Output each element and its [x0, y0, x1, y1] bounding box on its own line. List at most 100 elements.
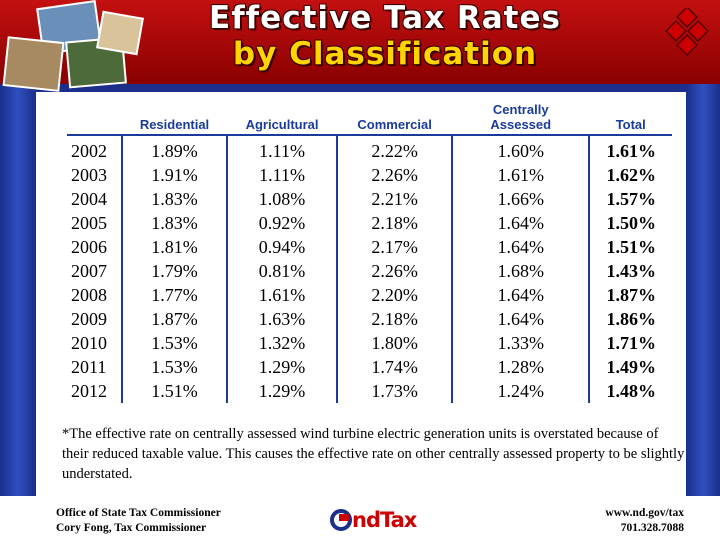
table-row: 2010 1.53% 1.32% 1.80% 1.33% 1.71%	[67, 331, 672, 355]
rate-cell: 1.61%	[450, 163, 590, 187]
rate-cell: 1.87%	[588, 283, 672, 307]
rate-cell: 0.92%	[225, 211, 338, 235]
rate-cell: 1.51%	[588, 235, 672, 259]
rate-cell: 1.49%	[588, 355, 672, 379]
rate-cell: 1.73%	[336, 379, 452, 403]
rate-cell: 1.43%	[588, 259, 672, 283]
column-header: Commercial	[337, 96, 452, 136]
footnote: *The effective rate on centrally assesse…	[62, 426, 685, 482]
rate-cell: 1.64%	[450, 235, 590, 259]
table-row: 2007 1.79% 0.81% 2.26% 1.68% 1.43%	[67, 259, 672, 283]
header-stripe	[0, 84, 720, 92]
rate-cell: 1.87%	[121, 307, 227, 331]
table-row: 2002 1.89% 1.11% 2.22% 1.60% 1.61%	[67, 135, 672, 163]
left-band	[0, 84, 36, 496]
rate-cell: 1.57%	[588, 187, 672, 211]
rate-cell: 1.29%	[225, 355, 338, 379]
rate-cell: 1.66%	[450, 187, 590, 211]
rate-cell: 1.24%	[450, 379, 590, 403]
table-row: 2005 1.83% 0.92% 2.18% 1.64% 1.50%	[67, 211, 672, 235]
rate-cell: 1.53%	[121, 355, 227, 379]
rate-cell: 1.64%	[450, 307, 590, 331]
rate-cell: 1.63%	[225, 307, 338, 331]
rate-cell: 2.26%	[336, 259, 452, 283]
year-cell: 2011	[71, 357, 107, 377]
header-row: Residential Agricultural Commercial Central…	[67, 96, 672, 136]
year-cell: 2002	[71, 141, 107, 161]
rate-cell: 2.18%	[336, 211, 452, 235]
phone: 701.328.7088	[620, 522, 684, 534]
rate-cell: 1.51%	[121, 379, 227, 403]
diamond-logo	[665, 8, 709, 56]
rate-cell: 1.60%	[450, 135, 590, 163]
rate-cell: 1.74%	[336, 355, 452, 379]
rate-cell: 2.22%	[336, 135, 452, 163]
rates-table: Residential Agricultural Commercial Central…	[67, 96, 672, 403]
year-cell: 2010	[71, 333, 107, 353]
year-cell: 2012	[71, 381, 107, 401]
office: Office of State Tax Commissioner	[56, 507, 221, 519]
rate-cell: 1.48%	[588, 379, 672, 403]
subtitle: by Classification	[232, 36, 538, 72]
rate-cell: 1.11%	[225, 135, 338, 163]
table-row: 2012 1.51% 1.29% 1.73% 1.24% 1.48%	[67, 379, 672, 403]
rate-cell: 1.61%	[225, 283, 338, 307]
rate-cell: 1.89%	[121, 135, 227, 163]
photo-cubes	[2, 0, 144, 92]
rate-cell: 1.86%	[588, 307, 672, 331]
rate-cell: 1.08%	[225, 187, 338, 211]
rate-cell: 0.81%	[225, 259, 338, 283]
rate-cell: 1.83%	[121, 211, 227, 235]
title: Effective Tax Rates	[209, 0, 561, 36]
rate-cell: 1.71%	[588, 331, 672, 355]
rate-cell: 1.53%	[121, 331, 227, 355]
logo-text: ndTax	[352, 508, 417, 532]
year-cell: 2009	[71, 309, 107, 329]
rate-cell: 1.29%	[225, 379, 338, 403]
column-header: Residential	[122, 96, 227, 136]
rate-cell: 1.83%	[121, 187, 227, 211]
right-band	[686, 84, 720, 496]
rate-cell: 1.77%	[121, 283, 227, 307]
column-header: Centrally Assessed	[452, 96, 590, 136]
rate-cell: 1.64%	[450, 283, 590, 307]
year-cell: 2007	[71, 261, 107, 281]
rate-cell: 1.61%	[588, 135, 672, 163]
year-cell: 2008	[71, 285, 107, 305]
rate-cell: 1.79%	[121, 259, 227, 283]
table-row: 2009 1.87% 1.63% 2.18% 1.64% 1.86%	[67, 307, 672, 331]
rate-cell: 2.18%	[336, 307, 452, 331]
table-row: 2006 1.81% 0.94% 2.17% 1.64% 1.51%	[67, 235, 672, 259]
year-cell: 2005	[71, 213, 107, 233]
logo-mark	[330, 509, 352, 531]
rate-cell: 2.17%	[336, 235, 452, 259]
table-row: 2004 1.83% 1.08% 2.21% 1.66% 1.57%	[67, 187, 672, 211]
logo: ndTax	[330, 508, 417, 532]
year-cell: 2003	[71, 165, 107, 185]
column-header	[67, 96, 123, 136]
rate-cell: 1.64%	[450, 211, 590, 235]
table-row: 2008 1.77% 1.61% 2.20% 1.64% 1.87%	[67, 283, 672, 307]
rate-cell: 2.20%	[336, 283, 452, 307]
rate-cell: 1.11%	[225, 163, 338, 187]
rate-cell: 0.94%	[225, 235, 338, 259]
table-body: 2002 1.89% 1.11% 2.22% 1.60% 1.61% 2003 1.91% 1.…	[67, 135, 672, 403]
column-header: Agricultural	[226, 96, 338, 136]
website: www.nd.gov/tax	[605, 507, 684, 519]
rate-cell: 2.21%	[336, 187, 452, 211]
rate-cell: 1.80%	[336, 331, 452, 355]
rate-cell: 1.32%	[225, 331, 338, 355]
rate-cell: 1.33%	[450, 331, 590, 355]
year-cell: 2004	[71, 189, 107, 209]
column-header: Total	[589, 96, 672, 136]
rate-cell: 1.81%	[121, 235, 227, 259]
year-cell: 2006	[71, 237, 107, 257]
rate-cell: 1.28%	[450, 355, 590, 379]
rate-cell: 1.91%	[121, 163, 227, 187]
table-row: 2003 1.91% 1.11% 2.26% 1.61% 1.62%	[67, 163, 672, 187]
commissioner: Cory Fong, Tax Commissioner	[56, 522, 207, 534]
rate-cell: 1.50%	[588, 211, 672, 235]
rate-cell: 1.62%	[588, 163, 672, 187]
rate-cell: 1.68%	[450, 259, 590, 283]
